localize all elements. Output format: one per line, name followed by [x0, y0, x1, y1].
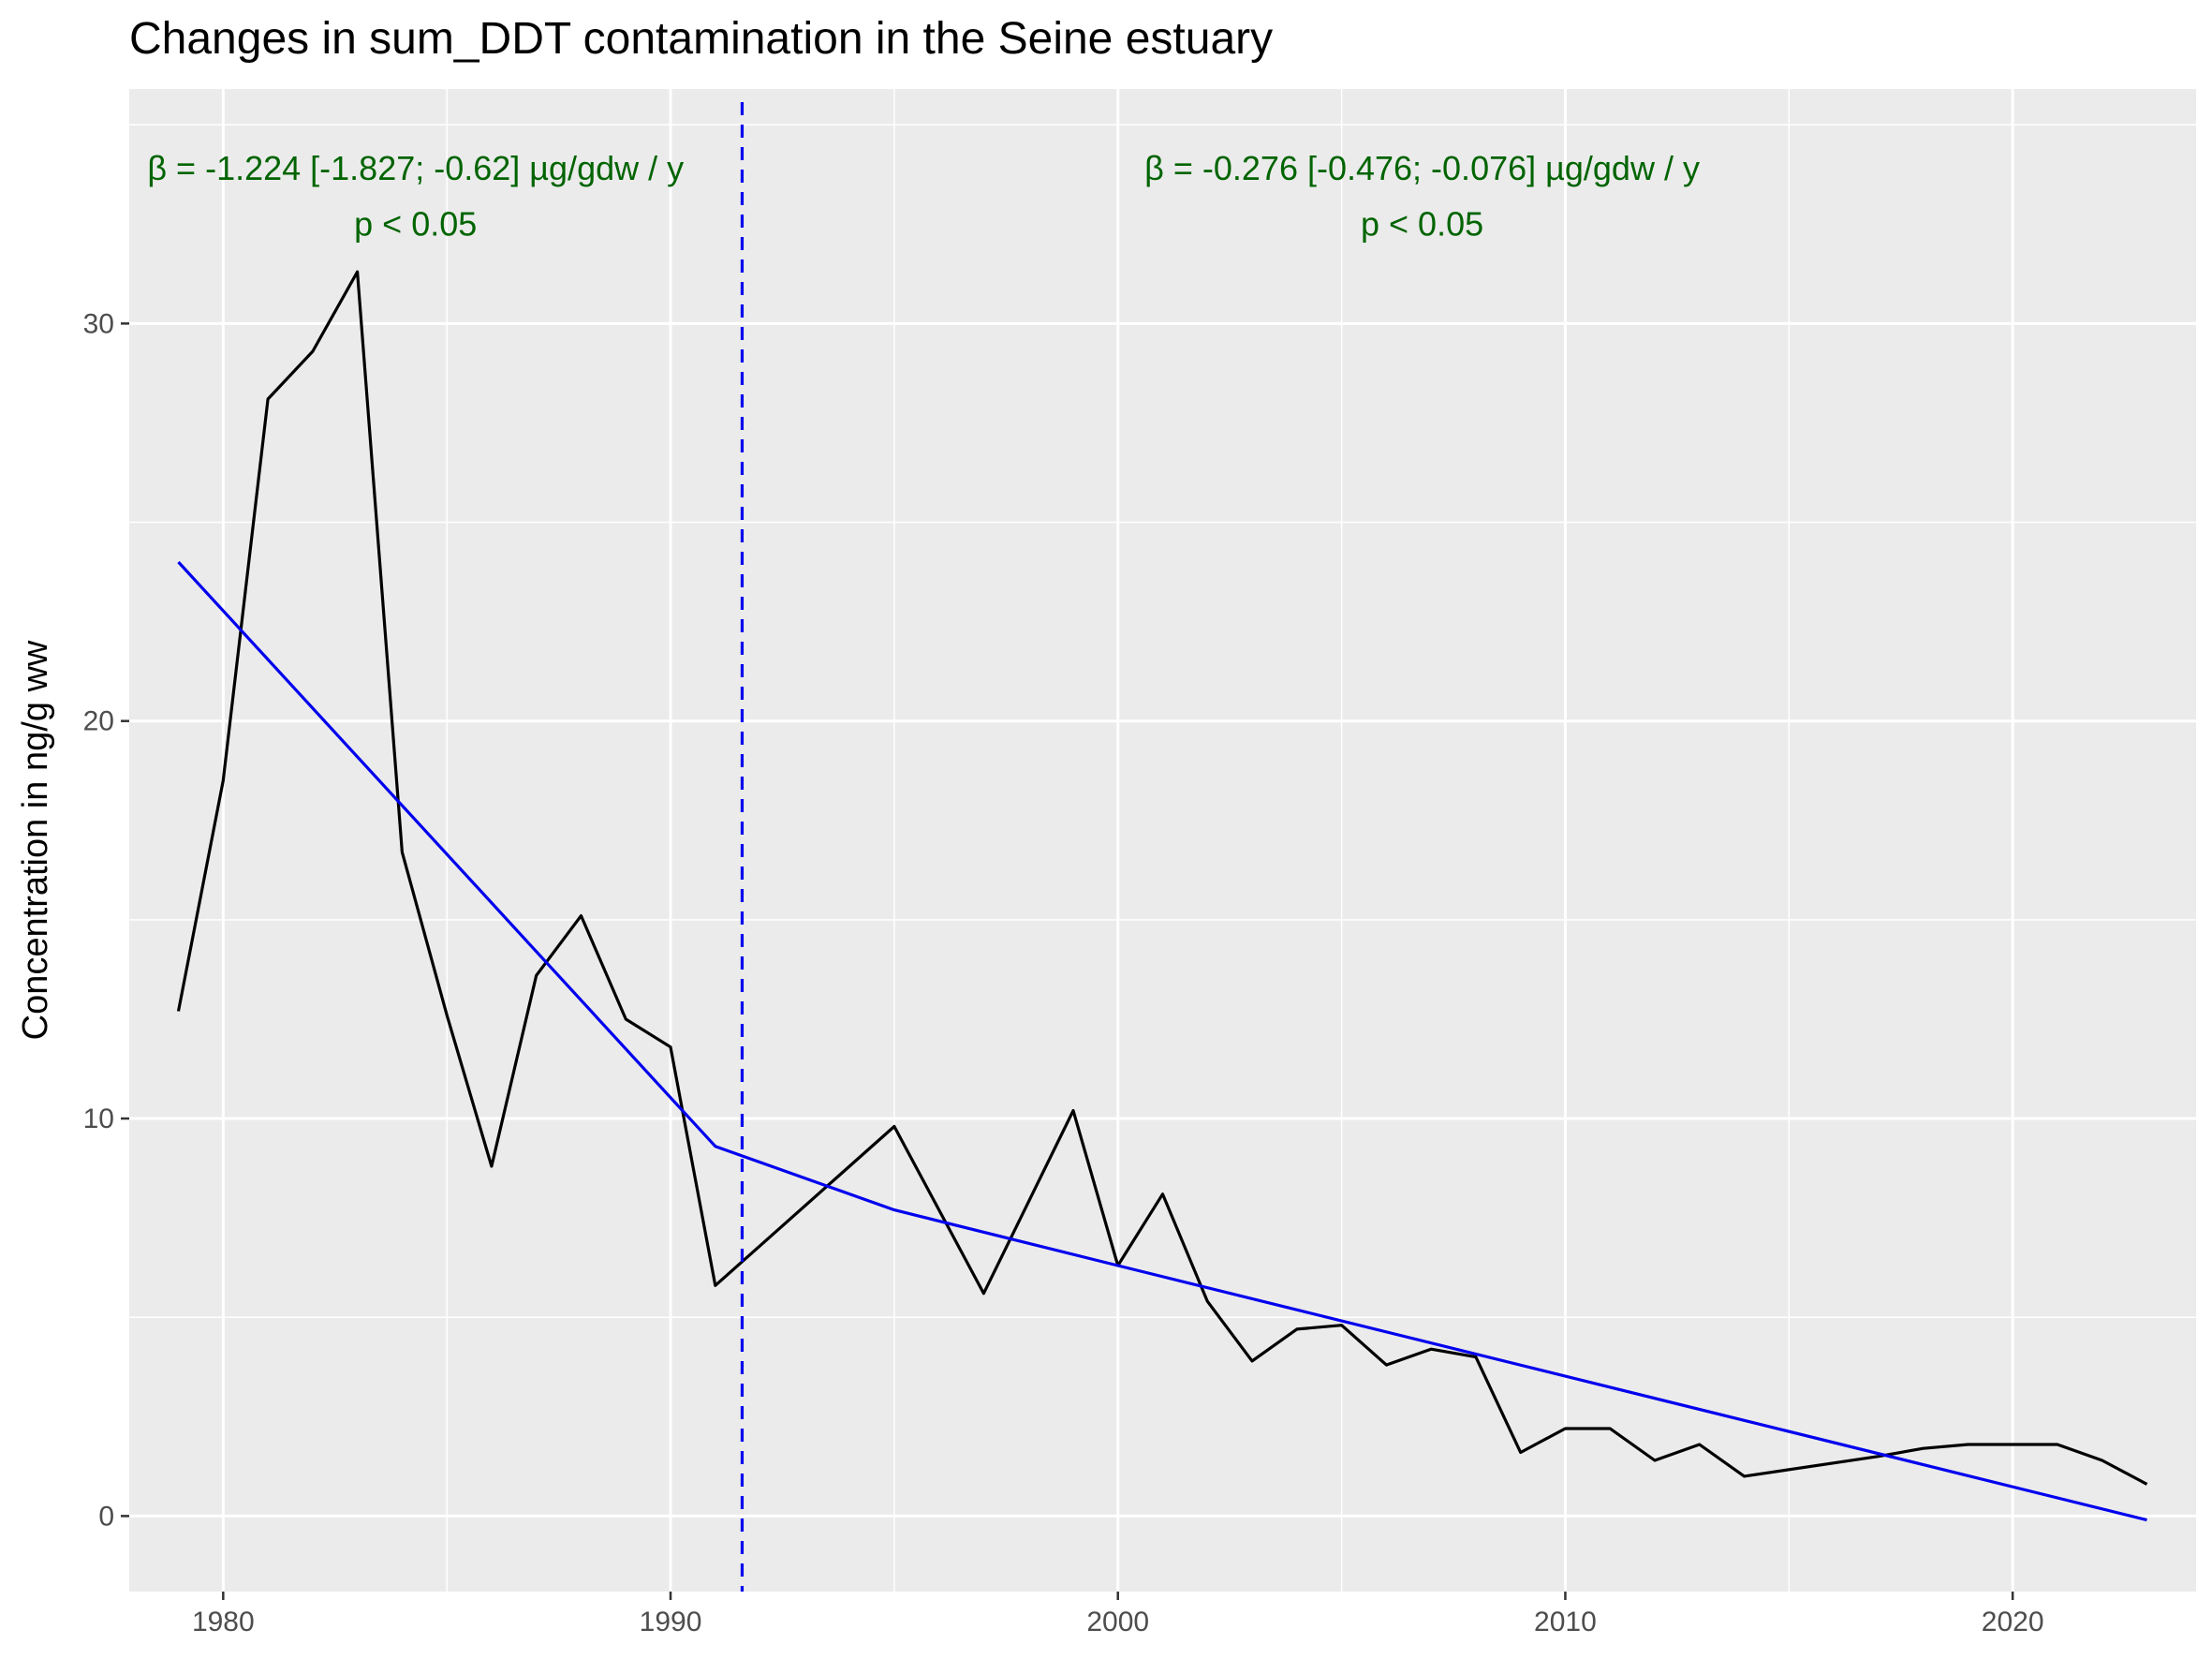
annotations: β = -1.224 [-1.827; -0.62] µg/gdw / y p <… [147, 149, 1700, 243]
y-axis-title: Concentration in ng/g ww [16, 640, 55, 1040]
observed-concentration-line [176, 270, 2148, 1486]
y-tick-label: 0 [98, 1501, 114, 1532]
chart-title: Changes in sum_DDT contamination in the … [129, 14, 1274, 64]
slope-annotation: β = -0.276 [-0.476; -0.076] µg/gdw / y [1144, 149, 1700, 187]
y-tick-label: 20 [83, 706, 114, 737]
slope-annotation: p < 0.05 [1361, 204, 1483, 243]
grid-lines [129, 89, 2196, 1592]
slope-annotation: p < 0.05 [354, 204, 477, 243]
y-tick-label: 30 [83, 308, 114, 339]
plot-panel [129, 89, 2196, 1592]
x-tick-label: 1990 [640, 1607, 702, 1637]
axes: 1980 1990 2000 2010 2020 0 10 20 30 [83, 308, 2044, 1637]
x-tick-label: 2000 [1086, 1607, 1149, 1637]
data-layer [176, 102, 2148, 1592]
x-tick-label: 2020 [1982, 1607, 2044, 1637]
y-tick-label: 10 [83, 1104, 114, 1134]
trend-line [177, 560, 2147, 1522]
x-tick-label: 2010 [1534, 1607, 1597, 1637]
x-tick-label: 1980 [192, 1607, 255, 1637]
slope-annotation: β = -1.224 [-1.827; -0.62] µg/gdw / y [147, 149, 684, 187]
